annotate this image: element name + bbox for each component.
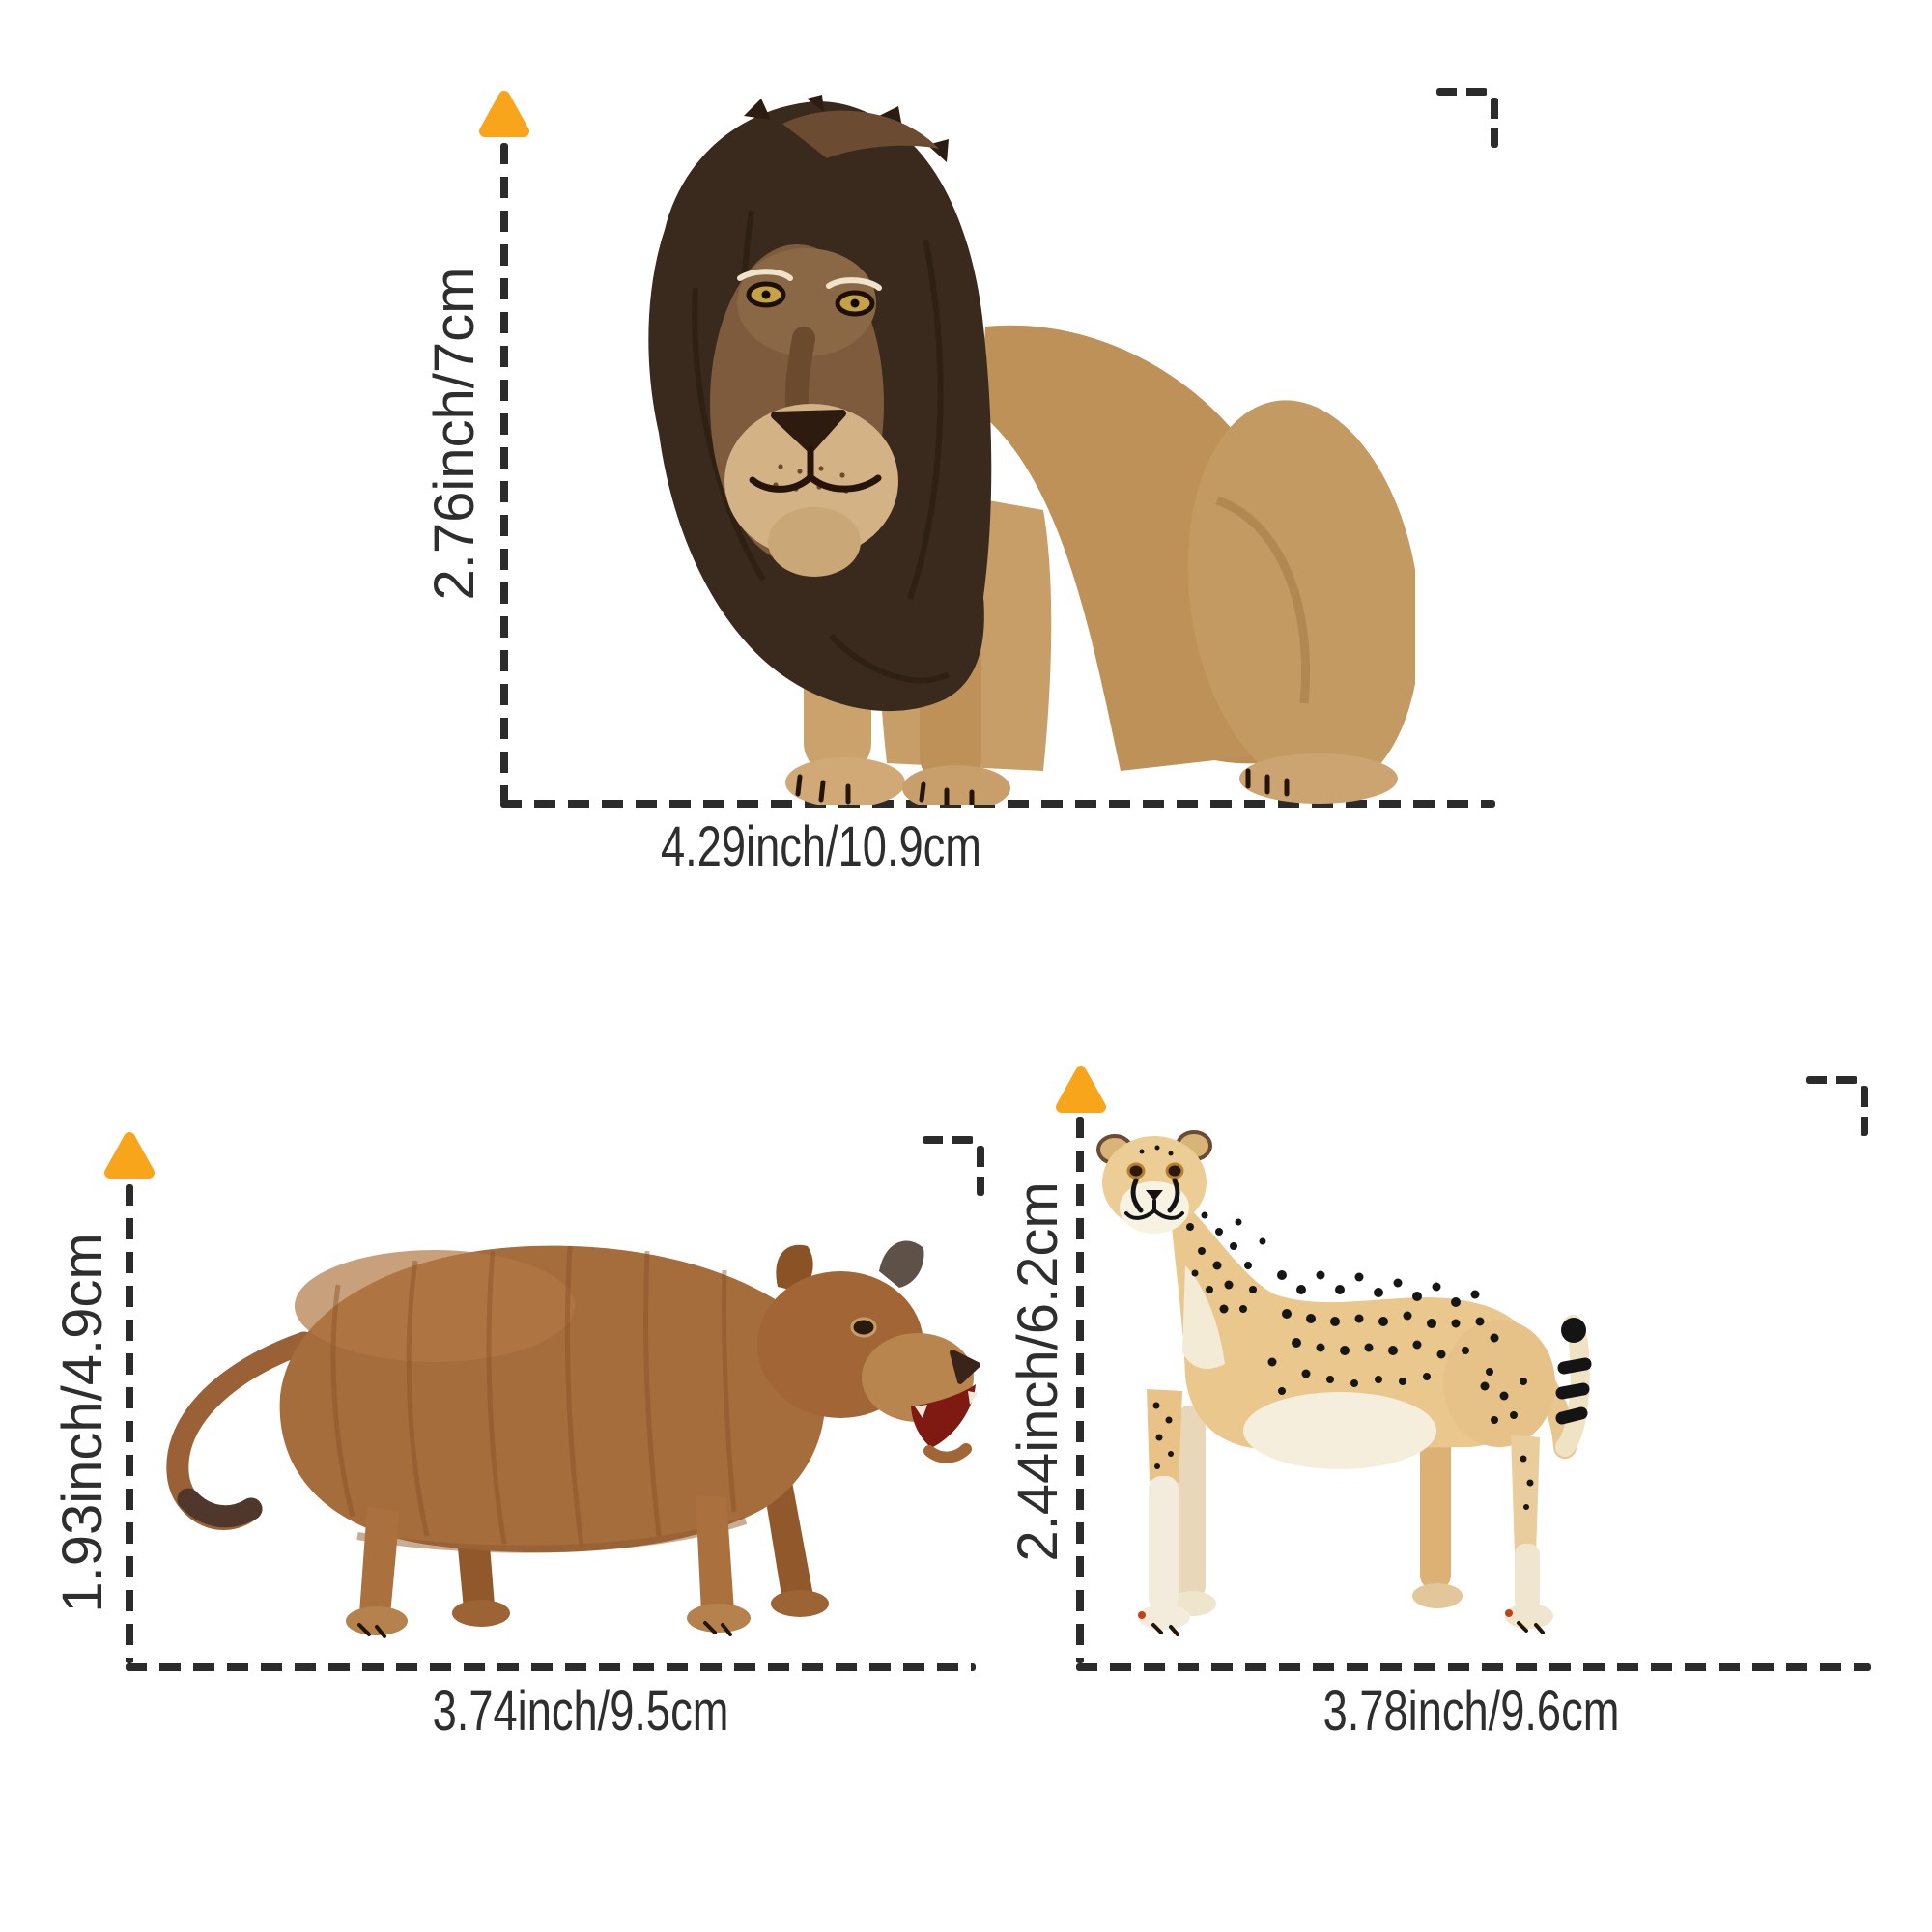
corner-crop-mark [923,1136,984,1196]
lion-height-dashed-line [500,143,508,804]
lioness-height-dashed-line [126,1184,133,1663]
lioness-figurine [166,1240,980,1638]
corner-crop-mark [1436,88,1498,148]
lion-width-dashed-line [500,800,1495,808]
lioness-height-label: 1.93inch/4.9cm [51,1233,114,1613]
crop-mark-horizontal [1806,1076,1858,1084]
crop-mark-vertical [1861,1086,1868,1136]
crop-mark-horizontal [1436,88,1488,96]
lioness-width-label: 3.74inch/9.5cm [432,1680,729,1743]
corner-crop-mark [1806,1076,1868,1136]
cheetah-figurine [1096,1130,1592,1636]
cheetah-width-label: 3.78inch/9.6cm [1322,1680,1620,1743]
crop-mark-vertical [977,1146,984,1196]
cheetah-height-dashed-line [1076,1117,1084,1663]
lion-width-label: 4.29inch/10.9cm [661,815,981,878]
cheetah-width-dashed-line [1076,1663,1871,1671]
lion-height-label: 2.76inch/7cm [423,267,486,601]
arrow-up-icon [104,1132,155,1179]
arrow-up-icon [479,91,529,137]
lion-figurine [648,95,1415,805]
arrow-up-icon [1056,1066,1106,1113]
cheetah-height-label: 2.44inch/6.2cm [1007,1181,1069,1562]
lioness-width-dashed-line [126,1663,976,1671]
crop-mark-vertical [1491,98,1498,148]
crop-mark-horizontal [923,1136,974,1144]
